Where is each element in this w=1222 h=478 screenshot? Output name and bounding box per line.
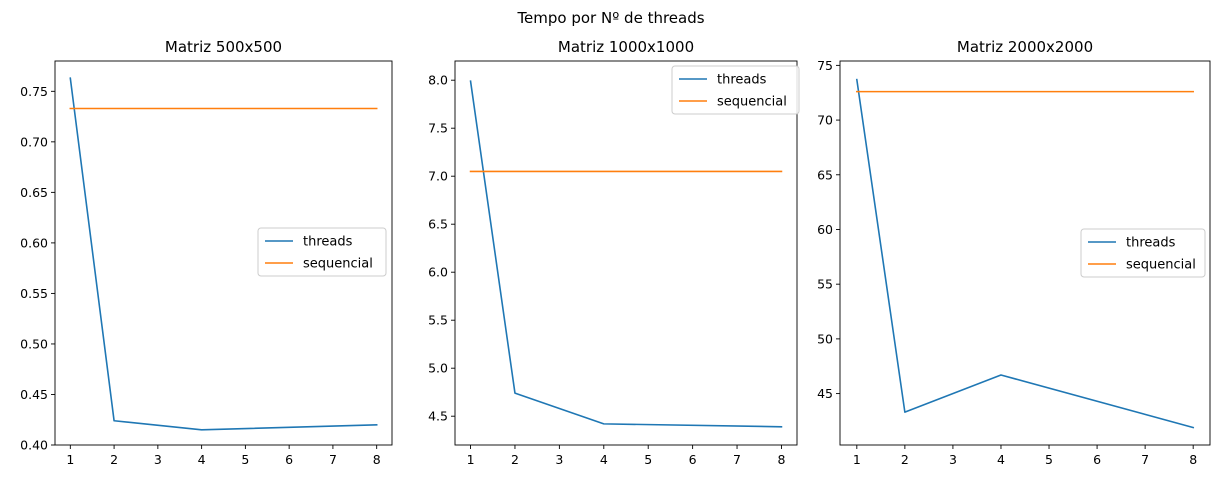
y-tick-label: 6.0 — [428, 265, 448, 280]
x-tick-label: 1 — [467, 452, 475, 467]
legend-label-sequencial: sequencial — [1126, 258, 1196, 273]
series-line-threads — [69, 77, 378, 431]
x-tick-label: 3 — [154, 452, 162, 467]
legend-label-sequencial: sequencial — [717, 95, 787, 110]
y-tick-label: 4.5 — [428, 409, 448, 424]
legend-label-threads: threads — [717, 73, 767, 88]
y-tick-label: 7.5 — [428, 121, 448, 136]
x-tick-label: 1 — [66, 452, 74, 467]
legend-label-sequencial: sequencial — [303, 257, 373, 272]
y-tick-label: 70 — [817, 113, 833, 128]
y-tick-label: 45 — [817, 386, 833, 401]
x-tick-label: 3 — [555, 452, 563, 467]
y-tick-label: 60 — [817, 222, 833, 237]
x-tick-label: 3 — [949, 452, 957, 467]
chart-title: Matriz 500x500 — [165, 38, 282, 56]
axes-frame — [839, 60, 1211, 446]
legend-box — [671, 65, 800, 115]
x-tick-label: 8 — [373, 452, 381, 467]
axes-frame — [454, 60, 798, 446]
y-tick-label: 5.5 — [428, 313, 448, 328]
y-tick-label: 8.0 — [428, 73, 448, 88]
y-tick-label: 0.70 — [20, 134, 48, 149]
chart-title: Matriz 2000x2000 — [957, 38, 1093, 56]
chart-title: Matriz 1000x1000 — [558, 38, 694, 56]
x-tick-label: 7 — [1141, 452, 1149, 467]
x-tick-label: 4 — [198, 452, 206, 467]
x-tick-label: 6 — [1093, 452, 1101, 467]
chart-panel-2: Matriz 1000x1000 1 2 3 4 5 6 7 8 4.5 5.0 5.5 6.0 6.5 7… — [428, 38, 800, 467]
x-tick-label: 1 — [853, 452, 861, 467]
x-tick-label: 6 — [285, 452, 293, 467]
x-tick-label: 5 — [1045, 452, 1053, 467]
x-tick-label: 7 — [329, 452, 337, 467]
x-tick-label: 8 — [777, 452, 785, 467]
y-tick-label: 5.0 — [428, 361, 448, 376]
series-line-threads — [469, 80, 783, 428]
legend: threads sequencial — [1080, 228, 1206, 278]
legend-label-threads: threads — [303, 235, 353, 250]
y-tick-label: 6.5 — [428, 217, 448, 232]
x-tick-label: 6 — [689, 452, 697, 467]
x-tick-label: 2 — [901, 452, 909, 467]
y-tick-label: 0.45 — [20, 387, 48, 402]
y-tick-label: 65 — [817, 167, 833, 182]
legend: threads sequencial — [671, 65, 800, 115]
x-tick-label: 8 — [1189, 452, 1197, 467]
x-tick-label: 2 — [511, 452, 519, 467]
x-tick-label: 7 — [733, 452, 741, 467]
legend-box — [257, 227, 387, 277]
y-tick-label: 0.65 — [20, 185, 48, 200]
legend-box — [1080, 228, 1206, 278]
x-tick-label: 5 — [241, 452, 249, 467]
figure-suptitle: Tempo por Nº de threads — [516, 9, 704, 27]
y-tick-label: 75 — [817, 58, 833, 73]
y-tick-label: 0.40 — [20, 438, 48, 453]
y-tick-label: 0.60 — [20, 235, 48, 250]
legend: threads sequencial — [257, 227, 387, 277]
chart-panel-1: Matriz 500x500 1 2 3 4 5 6 7 8 0.40 0.45 0.50 0.55 0.… — [20, 38, 393, 467]
y-tick-label: 0.50 — [20, 336, 48, 351]
legend-label-threads: threads — [1126, 236, 1176, 251]
y-tick-label: 7.0 — [428, 169, 448, 184]
x-tick-label: 2 — [110, 452, 118, 467]
y-tick-label: 50 — [817, 331, 833, 346]
x-tick-label: 5 — [644, 452, 652, 467]
y-tick-label: 0.75 — [20, 84, 48, 99]
x-tick-label: 4 — [600, 452, 608, 467]
x-tick-label: 4 — [997, 452, 1005, 467]
y-tick-label: 55 — [817, 277, 833, 292]
axes-frame — [54, 60, 393, 446]
y-tick-label: 0.55 — [20, 286, 48, 301]
series-line-threads — [855, 78, 1195, 429]
